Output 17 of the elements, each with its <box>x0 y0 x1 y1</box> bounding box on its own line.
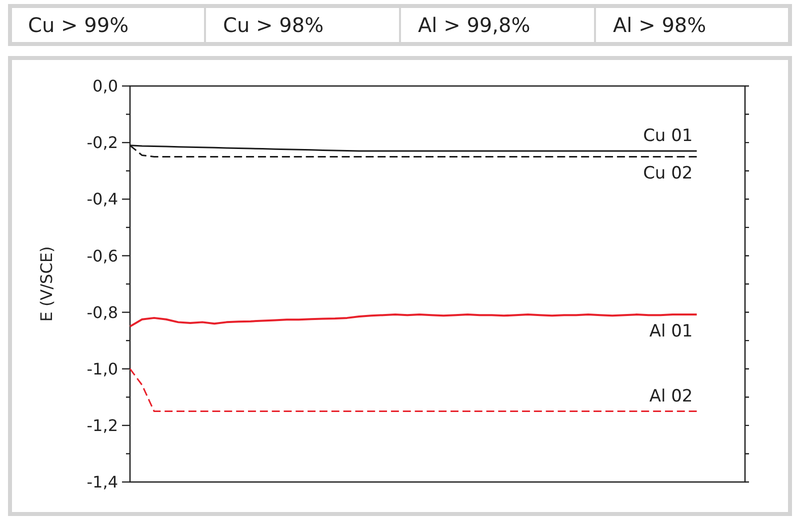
y-tick-label: 0,0 <box>92 76 118 96</box>
y-tick-label: -1,2 <box>86 416 118 436</box>
y-tick-label: -0,2 <box>86 133 118 152</box>
text: Al > 99,8% <box>418 13 530 37</box>
series-label: Cu 01 <box>643 126 693 146</box>
text: Cu > 98% <box>223 13 324 37</box>
y-tick-label: -1,4 <box>86 472 118 492</box>
y-tick-label: -0,6 <box>86 246 118 266</box>
series-label: Al 02 <box>649 386 693 406</box>
series-label: Cu 02 <box>643 164 693 184</box>
text: Cu > 99% <box>28 13 129 37</box>
text: Al > 98% <box>613 13 706 37</box>
y-tick-label: -0,8 <box>86 302 118 322</box>
y-tick-label: -1,0 <box>86 359 118 378</box>
series-label: Al 01 <box>649 322 693 342</box>
y-axis-title: E (V/SCE) <box>37 246 56 322</box>
y-tick-label: -0,4 <box>86 190 118 209</box>
